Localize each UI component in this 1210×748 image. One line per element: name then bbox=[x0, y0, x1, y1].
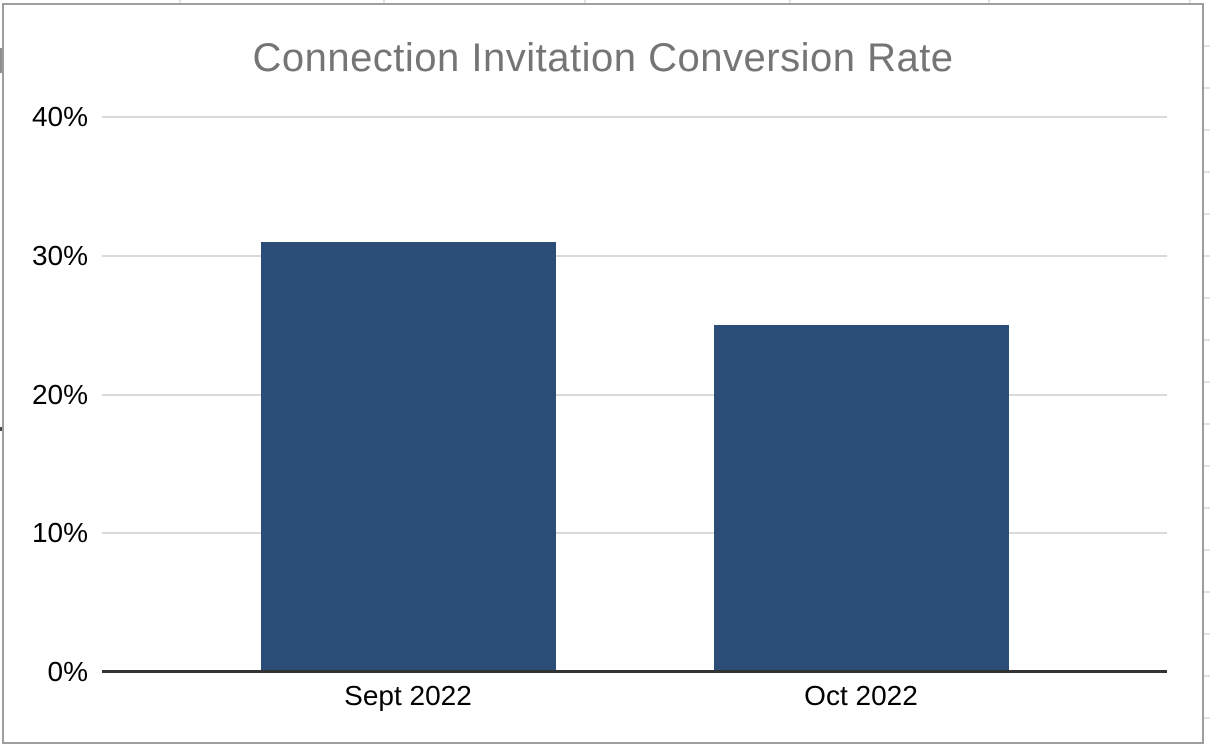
sheet-row-line bbox=[1204, 213, 1210, 215]
sheet-column-line bbox=[789, 0, 791, 4]
bar-sept-2022[interactable] bbox=[260, 241, 556, 672]
gridline-30 bbox=[102, 254, 1167, 257]
y-tick-label-0: 0% bbox=[47, 656, 88, 687]
sheet-row-line bbox=[1204, 129, 1210, 131]
x-category-label-sept-2022: Sept 2022 bbox=[344, 680, 472, 711]
sheet-row-line bbox=[1204, 339, 1210, 341]
sheet-row-line bbox=[1204, 381, 1210, 383]
y-tick-label-10: 10% bbox=[31, 517, 88, 549]
gridline-10 bbox=[102, 532, 1167, 535]
sheet-row-line bbox=[1204, 465, 1210, 467]
sheet-row-line bbox=[1204, 255, 1210, 257]
sheet-row-line bbox=[1204, 297, 1210, 299]
sheet-row-line bbox=[1204, 507, 1210, 509]
bar-oct-2022[interactable] bbox=[713, 325, 1009, 672]
plot-area bbox=[102, 116, 1167, 673]
sheet-row-line bbox=[1204, 633, 1210, 635]
x-category-label-oct-2022: Oct 2022 bbox=[804, 680, 918, 711]
embedded-chart[interactable]: Connection Invitation Conversion Rate 0%… bbox=[2, 3, 1204, 744]
x-axis-line bbox=[102, 670, 1167, 673]
y-tick-label-30: 30% bbox=[31, 239, 88, 271]
sheet-column-line bbox=[383, 0, 385, 4]
sheet-row-line bbox=[1204, 423, 1210, 425]
sheet-row-line bbox=[1204, 717, 1210, 719]
sheet-row-line bbox=[1204, 45, 1210, 47]
sheet-column-line bbox=[1189, 0, 1191, 4]
sheet-row-line bbox=[1204, 549, 1210, 551]
sheet-row-line bbox=[1204, 591, 1210, 593]
gridline-40 bbox=[102, 116, 1167, 118]
chart-title: Connection Invitation Conversion Rate bbox=[252, 36, 954, 80]
sheet-row-line bbox=[1204, 171, 1210, 173]
sheet-row-line bbox=[1204, 87, 1210, 89]
gridline-20 bbox=[102, 393, 1167, 396]
y-tick-label-40: 40% bbox=[31, 101, 88, 132]
y-tick-label-20: 20% bbox=[31, 378, 88, 410]
sheet-row-line bbox=[1204, 675, 1210, 677]
sheet-column-line bbox=[988, 0, 990, 4]
sheet-column-line bbox=[584, 0, 586, 4]
sheet-column-line bbox=[179, 0, 181, 4]
